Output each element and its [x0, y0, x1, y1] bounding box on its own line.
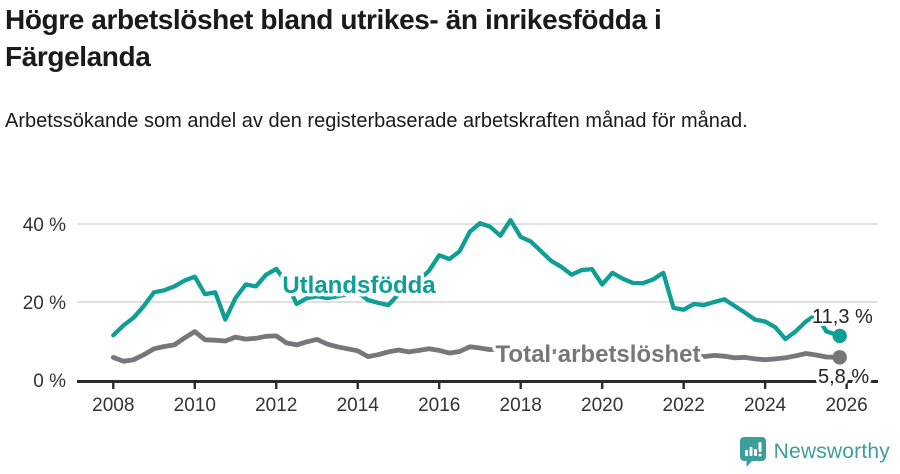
chart-subtitle: Arbetssökande som andel av den registerb… [5, 110, 748, 132]
brand-wordmark: Newsworthy [773, 440, 890, 463]
x-axis-tick-label: 2012 [255, 395, 297, 416]
newsworthy-bar-chart-bubble-icon [739, 437, 766, 467]
y-axis-tick-label: 20 % [23, 293, 66, 314]
line-chart: 0 % 20 % 40 % 2008 2010 2012 2014 2016 2018 2020 2… [23, 215, 878, 416]
x-axis-tick-label: 2024 [744, 395, 787, 416]
chart-title: Högre arbetslöshet bland utrikes- än inr… [5, 4, 662, 72]
y-axis-tick-label: 40 % [23, 215, 66, 236]
series-line-utlandsfodda [111, 217, 842, 342]
x-axis-tick-label: 2014 [337, 395, 380, 416]
end-value-label: 11,3 % [812, 306, 873, 328]
end-value-label: 5,8 % [818, 366, 869, 388]
x-axis-tick-label: 2018 [500, 395, 542, 416]
x-axis-tick-label: 2022 [663, 395, 705, 416]
x-axis-tick-label: 2010 [174, 395, 216, 416]
x-axis-tick-label: 2016 [418, 395, 460, 416]
series-label-utlandsfodda: Utlandsfödda [282, 272, 436, 299]
y-axis-tick-label: 0 % [33, 371, 66, 392]
series-end-dot [832, 328, 847, 344]
brand-footer[interactable]: Newsworthy [739, 436, 890, 468]
series-label-total: Total arbetslöshet [496, 341, 701, 368]
x-axis-tick-label: 2026 [825, 395, 867, 416]
series-end-dot [832, 350, 847, 365]
series-line-total [110, 329, 843, 364]
x-axis-tick-label: 2008 [92, 395, 134, 416]
x-axis-tick-label: 2020 [581, 395, 623, 416]
